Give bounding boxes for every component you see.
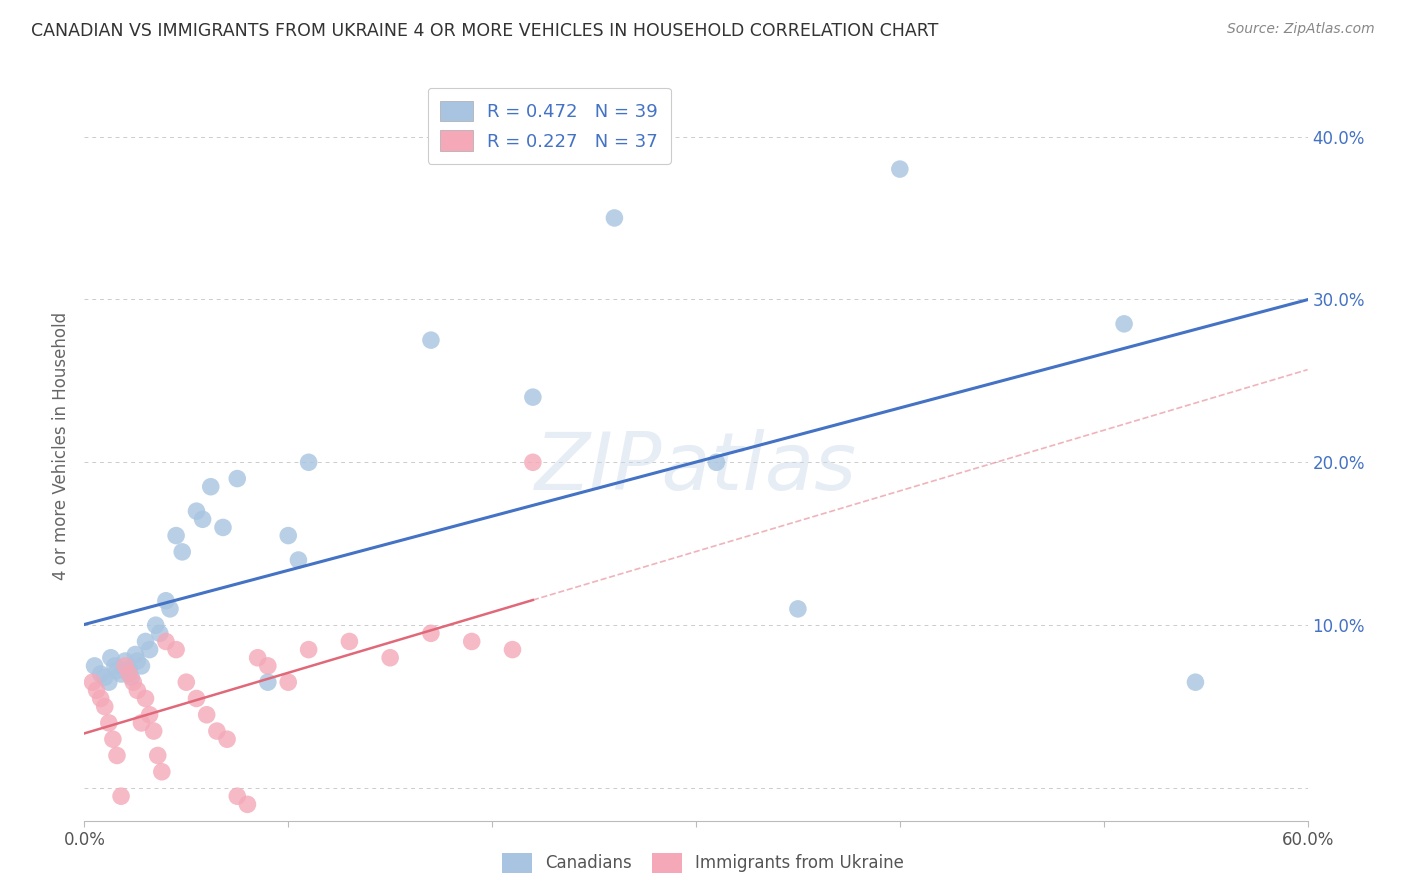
Point [159,602,181,616]
Point [461,634,484,648]
Point [298,455,321,469]
Point [172,545,194,559]
Point [110,667,132,681]
Point [118,667,141,681]
Point [105,664,128,678]
Point [131,659,153,673]
Point [124,648,146,662]
Point [186,504,208,518]
Point [118,662,141,676]
Text: ZIPatlas: ZIPatlas [534,429,858,508]
Point [186,691,208,706]
Point [298,642,321,657]
Point [257,659,280,673]
Point [1184,675,1206,690]
Point [93,670,115,684]
Legend: Canadians, Immigrants from Ukraine: Canadians, Immigrants from Ukraine [495,847,911,880]
Text: Source: ZipAtlas.com: Source: ZipAtlas.com [1227,22,1375,37]
Point [889,162,911,177]
Point [174,675,197,690]
Point [90,667,112,681]
Point [420,626,443,640]
Point [145,618,167,632]
Point [138,642,160,657]
Point [257,675,280,690]
Point [155,634,177,648]
Point [191,512,214,526]
Point [165,642,187,657]
Point [86,683,108,698]
Legend: R = 0.472   N = 39, R = 0.227   N = 37: R = 0.472 N = 39, R = 0.227 N = 37 [427,88,671,164]
Point [127,654,149,668]
Point [114,654,136,668]
Point [502,642,524,657]
Point [380,650,402,665]
Point [155,593,177,607]
Point [150,764,173,779]
Point [165,528,187,542]
Point [603,211,626,225]
Point [142,724,165,739]
Point [101,732,124,747]
Point [205,724,228,739]
Point [217,732,239,747]
Point [83,659,105,673]
Point [114,659,136,673]
Point [120,670,142,684]
Point [522,455,544,469]
Point [195,707,218,722]
Point [1114,317,1136,331]
Point [82,675,104,690]
Point [100,650,122,665]
Point [93,699,115,714]
Point [149,626,172,640]
Point [246,650,269,665]
Point [212,520,235,534]
Point [138,707,160,722]
Point [522,390,544,404]
Point [127,683,149,698]
Point [339,634,361,648]
Point [706,455,728,469]
Point [90,691,112,706]
Point [287,553,309,567]
Point [277,675,299,690]
Point [226,472,249,486]
Point [131,715,153,730]
Point [135,691,157,706]
Point [97,675,120,690]
Point [97,715,120,730]
Point [146,748,169,763]
Y-axis label: 4 or more Vehicles in Household: 4 or more Vehicles in Household [52,312,70,580]
Point [787,602,810,616]
Point [122,675,145,690]
Point [236,797,259,812]
Point [226,789,249,804]
Point [104,659,127,673]
Point [200,480,222,494]
Point [135,634,157,648]
Point [110,789,132,804]
Point [105,748,128,763]
Point [420,333,443,347]
Point [277,528,299,542]
Text: CANADIAN VS IMMIGRANTS FROM UKRAINE 4 OR MORE VEHICLES IN HOUSEHOLD CORRELATION : CANADIAN VS IMMIGRANTS FROM UKRAINE 4 OR… [31,22,938,40]
